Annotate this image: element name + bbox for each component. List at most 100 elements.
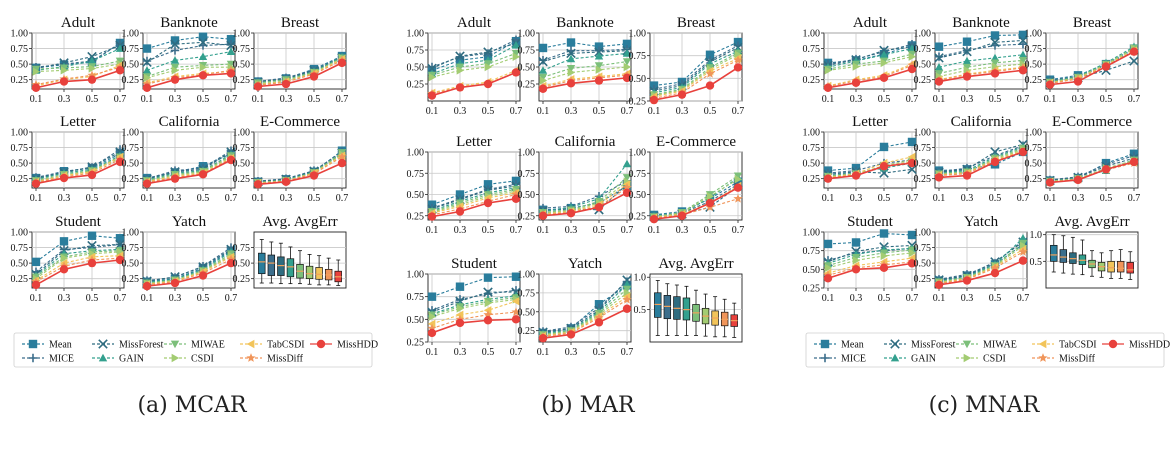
x-tick-label: 0.1 xyxy=(426,106,439,117)
y-tick-label: 0.50 xyxy=(122,159,140,170)
series-line-mice xyxy=(35,43,121,68)
data-point-miwae xyxy=(934,70,944,78)
data-point-miwae xyxy=(962,63,972,72)
y-tick-label: 0.50 xyxy=(11,60,29,71)
x-tick-label: 0.7 xyxy=(510,106,523,117)
series-line-misshdd xyxy=(938,69,1024,83)
series-line-mean xyxy=(542,41,628,49)
x-tick-label: 0.5 xyxy=(197,193,210,204)
data-point-mean xyxy=(705,50,715,59)
data-point-misshdd xyxy=(934,280,944,290)
legend-marker-tabcsdi xyxy=(1038,339,1047,349)
data-point-csdi xyxy=(595,65,604,74)
data-point-gain xyxy=(115,44,125,52)
y-tick-label: 0.50 xyxy=(803,159,821,170)
data-point-mean xyxy=(115,234,125,243)
data-point-misshdd xyxy=(142,281,152,291)
series-line-missdiff xyxy=(431,311,517,329)
legend-label-miwae: MIWAE xyxy=(191,340,225,351)
series-line-miwae xyxy=(827,53,913,70)
data-point-misshdd xyxy=(142,179,152,188)
data-point-misshdd xyxy=(115,66,125,75)
x-tick-label: 0.1 xyxy=(537,106,550,117)
data-point-csdi xyxy=(734,175,743,184)
series-line-mice xyxy=(653,45,739,90)
series-line-csdi xyxy=(431,56,517,78)
box-mice xyxy=(267,254,276,276)
y-tick-label: 0.25 xyxy=(1025,75,1043,86)
x-tick-label: 0.7 xyxy=(621,225,634,236)
data-point-gain xyxy=(907,44,917,52)
series-line-gain xyxy=(542,163,628,213)
x-tick-label: 0.5 xyxy=(593,347,606,358)
x-tick-label: 0.3 xyxy=(1072,94,1085,105)
y-tick-label: 0.50 xyxy=(11,259,29,270)
data-point-misshdd xyxy=(823,83,833,92)
y-tick-label: 0.50 xyxy=(407,63,425,74)
series-line-missdiff xyxy=(827,261,913,276)
series-line-misshdd xyxy=(431,197,517,218)
series-line-mean xyxy=(35,235,121,263)
data-point-tabcsdi xyxy=(483,306,492,315)
legend-marker-gain xyxy=(890,353,900,362)
series-line-missforest xyxy=(257,152,343,183)
y-tick-label: 0.50 xyxy=(233,60,251,71)
series-line-gain xyxy=(542,284,628,335)
series-line-missdiff xyxy=(542,299,628,338)
data-point-mean xyxy=(934,42,944,51)
series-line-missforest xyxy=(827,46,913,66)
data-point-mean xyxy=(455,190,465,199)
legend-marker-csdi xyxy=(171,353,180,363)
data-point-missforest xyxy=(566,48,576,59)
y-tick-label: 0.25 xyxy=(122,75,140,86)
data-point-misshdd xyxy=(851,78,861,87)
data-point-missdiff xyxy=(594,312,604,322)
data-point-misshdd xyxy=(115,255,125,265)
data-point-mean xyxy=(142,44,152,53)
series-line-missdiff xyxy=(653,59,739,99)
data-point-missdiff xyxy=(733,55,743,65)
x-tick-label: 0.3 xyxy=(454,106,467,117)
series-line-tabcsdi xyxy=(146,157,232,183)
subplot-letter: Letter 0.25 0.50 0.75 1.00 0.1 0.3 0.5 0.7 xyxy=(803,114,919,204)
y-tick-label: 1.00 xyxy=(11,128,29,139)
series-line-gain xyxy=(827,48,913,68)
series-line-missdiff xyxy=(653,198,739,219)
box-mean xyxy=(654,292,662,318)
subplot-title: Letter xyxy=(456,134,492,150)
series-line-csdi xyxy=(938,245,1024,283)
data-point-misshdd xyxy=(1101,62,1111,71)
box-mice xyxy=(1059,249,1068,263)
data-point-misshdd xyxy=(198,71,208,80)
data-point-missforest xyxy=(198,37,208,48)
subplot-banknote: Banknote 0.25 0.50 0.75 1.00 0.1 0.3 0.5 0.7 xyxy=(914,15,1030,105)
data-point-gain xyxy=(1018,50,1028,59)
y-tick-label: 1.00 xyxy=(914,128,932,139)
data-point-mice xyxy=(226,40,236,49)
series-line-miwae xyxy=(431,52,517,76)
series-line-missforest xyxy=(146,41,232,63)
legend-label-tabcsdi: TabCSDI xyxy=(267,340,305,351)
x-tick-label: 0.5 xyxy=(704,106,717,117)
subplot-title: Breast xyxy=(677,15,716,31)
data-point-misshdd xyxy=(511,194,521,203)
x-tick-label: 0.3 xyxy=(961,193,974,204)
subplot-title: California xyxy=(555,134,616,150)
series-line-tabcsdi xyxy=(431,300,517,325)
legend-marker-mean xyxy=(820,339,830,349)
data-point-mean xyxy=(427,292,437,301)
x-tick-label: 0.5 xyxy=(989,293,1002,304)
series-line-tabcsdi xyxy=(827,63,913,87)
y-tick-label: 1.00 xyxy=(1025,29,1043,40)
subplot-avg-avgerr: Avg. AvgErr 0.5 1.0 xyxy=(1030,214,1139,289)
legend-label-mean: Mean xyxy=(49,340,72,351)
data-point-csdi xyxy=(991,62,1000,71)
series-line-missdiff xyxy=(827,64,913,88)
data-point-missdiff xyxy=(733,193,743,203)
x-tick-label: 0.5 xyxy=(1100,94,1113,105)
data-point-misshdd xyxy=(538,84,548,93)
x-tick-label: 0.7 xyxy=(510,347,523,358)
data-point-misshdd xyxy=(934,77,944,86)
legend-marker-misshdd xyxy=(1108,339,1118,349)
y-tick-label: 1.00 xyxy=(407,148,425,159)
